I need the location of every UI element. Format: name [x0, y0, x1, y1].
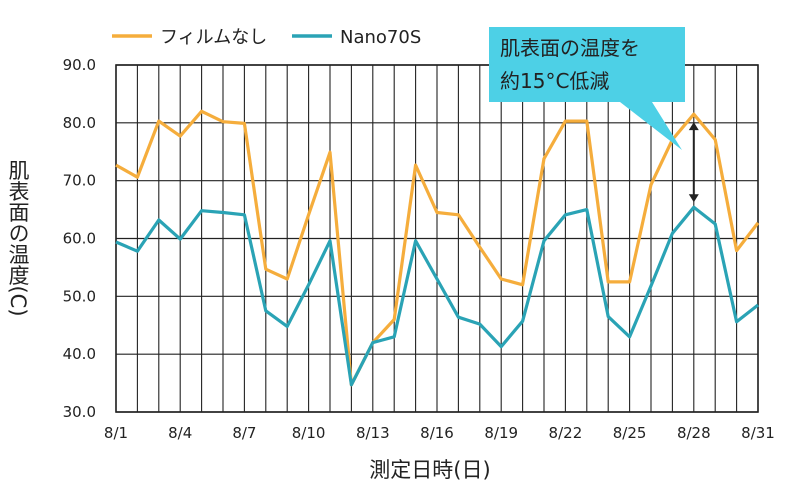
x-tick-label: 8/31 — [741, 424, 775, 442]
series-line-1 — [115, 109, 760, 387]
series-line-2 — [115, 205, 759, 387]
y-tick-label: 30.0 — [63, 403, 96, 421]
callout-text-line1: 肌表面の温度を — [500, 36, 640, 60]
y-tick-label: 90.0 — [63, 56, 96, 74]
x-tick-label: 8/25 — [613, 424, 647, 442]
x-axis-ticks: 8/1 8/4 8/7 8/10 8/13 8/16 8/19 8/22 8/25 8/28 8/3… — [104, 424, 775, 442]
y-axis-title: 肌表面の温度(C) — [6, 159, 30, 316]
legend-label: フィルムなし — [160, 27, 267, 48]
x-axis-title: 測定日時(日) — [369, 458, 490, 482]
x-tick-label: 8/10 — [292, 424, 326, 442]
x-tick-label: 8/28 — [677, 424, 711, 442]
x-tick-label: 8/4 — [168, 424, 192, 442]
callout-text-line2: 約15°C低減 — [500, 69, 609, 93]
callout-box — [489, 27, 685, 150]
x-tick-label: 8/7 — [232, 424, 256, 442]
y-tick-label: 60.0 — [63, 230, 96, 248]
legend: フィルムなし Nano70S — [112, 27, 421, 48]
y-axis-ticks: 30.0 40.0 50.0 60.0 70.0 80.0 90.0 — [63, 56, 96, 421]
y-tick-label: 50.0 — [63, 287, 96, 305]
x-tick-label: 8/16 — [420, 424, 454, 442]
arrow-head-up — [688, 122, 699, 131]
y-axis-title-text: 肌表面の温度(C) — [6, 159, 30, 316]
series-lines — [115, 109, 760, 387]
x-tick-label: 8/13 — [356, 424, 390, 442]
y-tick-label: 70.0 — [63, 172, 96, 190]
x-tick-label: 8/22 — [549, 424, 583, 442]
y-tick-label: 80.0 — [63, 114, 96, 132]
x-tick-label: 8/19 — [484, 424, 518, 442]
y-tick-label: 40.0 — [63, 345, 96, 363]
arrow-head-down — [688, 194, 699, 203]
legend-label: Nano70S — [340, 27, 421, 48]
x-tick-label: 8/1 — [104, 424, 128, 442]
